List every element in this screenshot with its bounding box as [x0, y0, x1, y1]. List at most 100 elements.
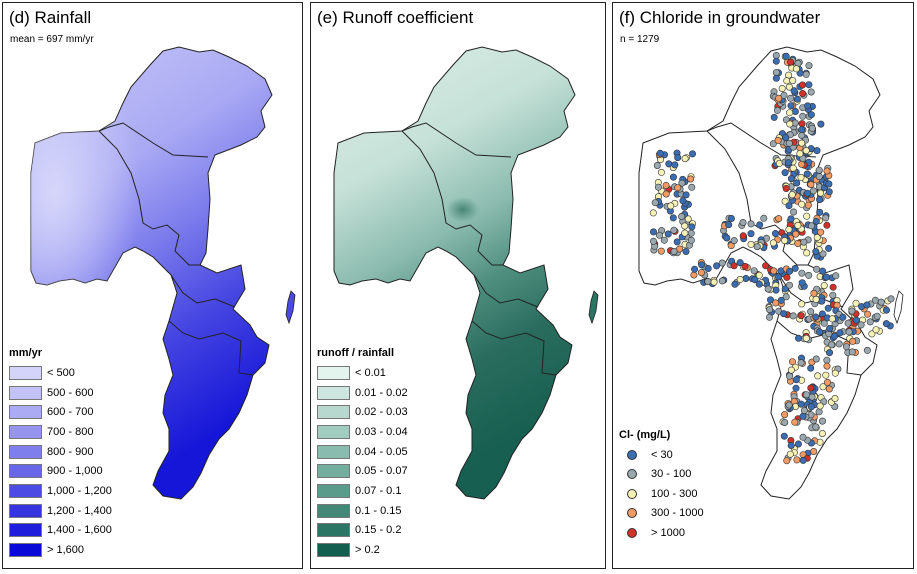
sample-point — [792, 65, 800, 73]
sample-point — [797, 359, 805, 367]
sample-point — [805, 271, 813, 279]
legend-label: 1,000 - 1,200 — [47, 484, 112, 497]
sample-point — [786, 450, 794, 458]
sample-point — [789, 312, 797, 320]
sample-point — [790, 87, 798, 95]
legend-swatch — [317, 365, 350, 380]
sample-point — [782, 185, 790, 193]
sample-point — [786, 267, 794, 275]
legend-label: 300 - 1000 — [651, 507, 704, 520]
sample-point — [820, 282, 828, 290]
sample-point — [690, 271, 698, 279]
sample-point — [787, 441, 795, 449]
sample-point — [753, 243, 761, 251]
sample-point — [825, 180, 833, 188]
sample-point — [807, 403, 815, 411]
sample-point — [671, 161, 679, 169]
legend-label: 0.1 - 0.15 — [355, 504, 402, 517]
sample-point — [798, 120, 806, 128]
sample-point — [795, 334, 803, 342]
legend-label: 0.02 - 0.03 — [355, 406, 408, 419]
sample-point — [802, 147, 810, 155]
sample-point — [814, 372, 822, 380]
sample-point — [798, 132, 806, 140]
panel-title: (d) Rainfall — [9, 8, 92, 27]
sample-point — [852, 316, 860, 324]
legend-label: 0.07 - 0.1 — [355, 484, 402, 497]
sample-point — [812, 355, 820, 363]
sample-point — [792, 376, 800, 384]
sample-point — [725, 221, 733, 229]
sample-point — [780, 310, 788, 318]
sample-point — [873, 312, 881, 320]
sample-point — [785, 226, 793, 234]
panel-title: (f) Chloride in groundwater — [619, 8, 821, 27]
legend-swatch — [317, 405, 350, 420]
legend-item: < 500 — [9, 363, 112, 383]
sample-point — [791, 264, 799, 272]
legend-item: 0.1 - 0.15 — [317, 501, 408, 521]
runoff-legend: runoff / rainfall < 0.01 0.01 - 0.02 0.02 … — [317, 347, 408, 560]
sample-point — [822, 371, 830, 379]
rainfall-panel: (d) Rainfall mean = 697 mm/yr mm/yr < 50… — [2, 2, 303, 569]
sample-point — [778, 85, 786, 93]
sample-point — [781, 418, 789, 426]
sample-point — [816, 196, 824, 204]
sample-point — [882, 306, 890, 314]
legend-item: 30 - 100 — [619, 465, 704, 485]
legend-swatch — [9, 523, 42, 538]
legend-label: 0.15 - 0.2 — [355, 524, 402, 537]
sample-point — [794, 221, 802, 229]
sample-point — [770, 113, 778, 121]
sample-point — [783, 273, 791, 281]
sample-point — [799, 112, 807, 120]
sample-point — [710, 278, 718, 286]
sample-point — [819, 417, 827, 425]
sample-point — [681, 229, 689, 237]
legend-title: mm/yr — [9, 347, 43, 359]
chloride-map — [638, 46, 904, 500]
sample-point — [823, 356, 831, 364]
sample-point — [669, 173, 677, 181]
legend-dot — [627, 469, 637, 480]
sample-point — [713, 262, 721, 270]
island — [285, 290, 296, 325]
sample-point — [829, 283, 837, 291]
sample-point — [697, 269, 705, 277]
sample-point — [808, 124, 816, 132]
sample-point — [794, 440, 802, 448]
sample-point — [670, 226, 678, 234]
runoff-panel: (e) Runoff coefficient runoff / rainfall… — [310, 2, 606, 569]
sample-point — [819, 267, 827, 275]
sample-point — [852, 299, 860, 307]
sample-point — [783, 77, 791, 85]
legend-item: 0.01 - 0.02 — [317, 383, 408, 403]
sample-point — [787, 94, 795, 102]
sample-point — [780, 432, 788, 440]
legend-swatch — [9, 365, 42, 380]
sample-point — [760, 214, 768, 222]
sample-point — [682, 191, 690, 199]
sample-point — [678, 213, 686, 221]
sample-point — [669, 214, 677, 222]
sample-point — [848, 348, 856, 356]
legend-item: > 0.2 — [317, 540, 408, 560]
legend-item: < 0.01 — [317, 363, 408, 383]
sample-point — [836, 329, 844, 337]
legend-item: 0.05 - 0.07 — [317, 461, 408, 481]
sample-point — [664, 230, 672, 238]
sample-point — [812, 248, 820, 256]
sample-point — [718, 259, 726, 267]
legend-item: 0.03 - 0.04 — [317, 422, 408, 442]
sample-point — [831, 332, 839, 340]
sample-point — [826, 349, 834, 357]
legend-label: > 1000 — [651, 526, 685, 539]
sample-point — [805, 62, 813, 70]
legend-swatch — [9, 543, 42, 558]
sample-point — [799, 81, 807, 89]
sample-point — [651, 199, 659, 207]
sample-point — [808, 222, 816, 230]
sample-point — [868, 330, 876, 338]
legend-item: 600 - 700 — [9, 402, 112, 422]
sample-point — [727, 215, 735, 223]
